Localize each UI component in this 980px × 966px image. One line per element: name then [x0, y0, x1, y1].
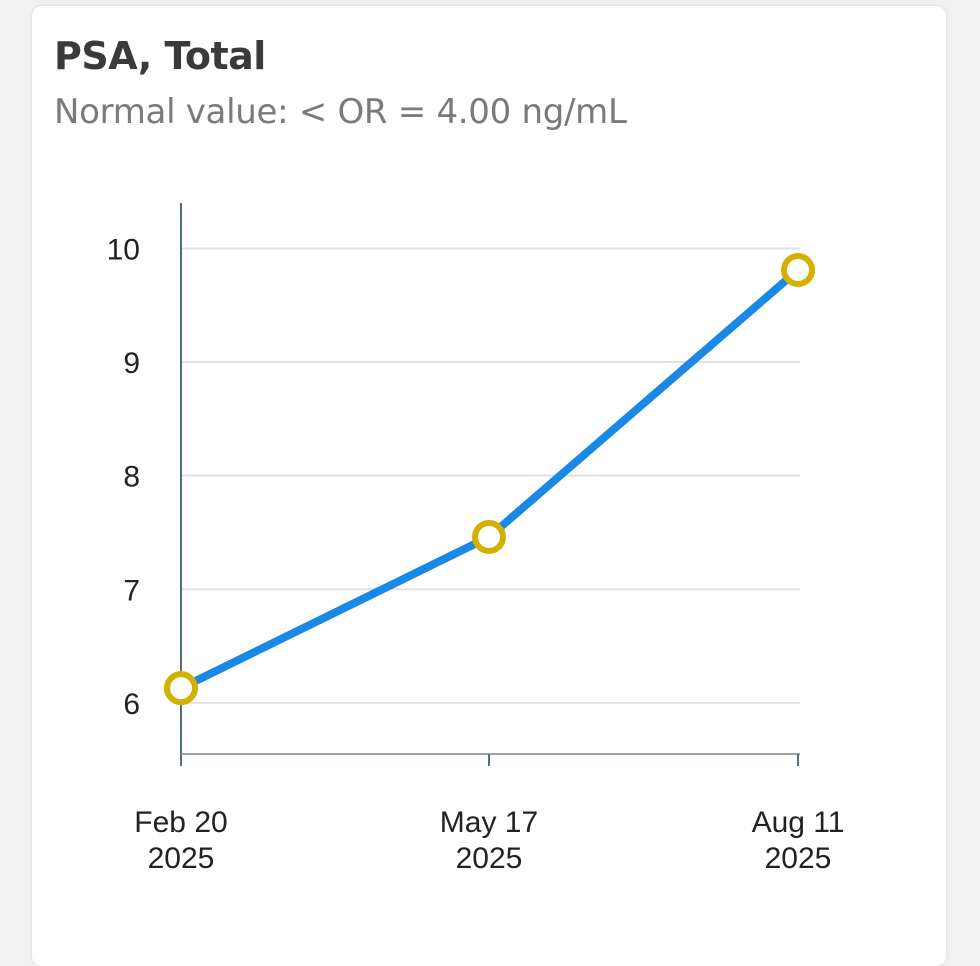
series-line: [177, 266, 802, 693]
y-tick-label: 10: [107, 233, 140, 266]
x-tick-label: Aug 11 2025: [752, 806, 845, 875]
data-point-marker: [164, 671, 198, 706]
x-tick-label: Feb 20 2025: [134, 806, 227, 875]
y-tick-label: 7: [123, 574, 140, 607]
psa-trend-chart: 6 7 8 9 10 Feb 20 2025 May 17 2025 Aug 11 2025: [107, 203, 845, 875]
normal-range-subtitle: Normal value: < OR = 4.00 ng/mL: [54, 92, 627, 132]
result-card: PSA, Total Normal value: < OR = 4.00 ng/…: [32, 6, 946, 966]
data-point-marker: [472, 520, 506, 555]
x-tick-label: May 17 2025: [440, 806, 538, 875]
y-tick-label: 6: [123, 688, 140, 721]
data-point-marker: [781, 253, 815, 288]
y-tick-label: 9: [123, 347, 140, 380]
y-tick-label: 8: [123, 461, 140, 494]
chart-title: PSA, Total: [54, 34, 266, 78]
